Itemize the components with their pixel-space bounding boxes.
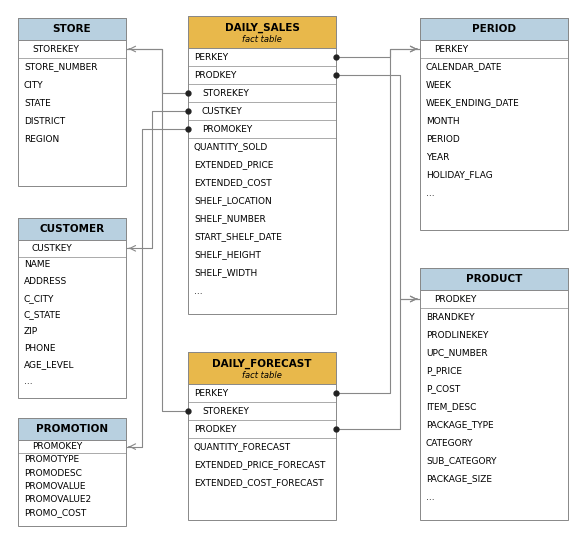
Text: STOREKEY: STOREKEY	[32, 45, 79, 53]
Bar	[420, 18, 568, 40]
Text: CUSTOMER: CUSTOMER	[40, 224, 105, 234]
Text: START_SHELF_DATE: START_SHELF_DATE	[194, 232, 282, 241]
Text: REGION: REGION	[24, 135, 59, 143]
Text: PROMOKEY: PROMOKEY	[202, 125, 252, 134]
Text: PHONE: PHONE	[24, 343, 55, 353]
Bar	[18, 218, 126, 240]
Text: EXTENDED_PRICE_FORECAST: EXTENDED_PRICE_FORECAST	[194, 460, 325, 469]
Text: P_PRICE: P_PRICE	[426, 367, 462, 376]
Text: NAME: NAME	[24, 260, 50, 270]
Bar	[188, 16, 336, 314]
Text: CUSTKEY: CUSTKEY	[202, 107, 243, 115]
Text: ...: ...	[426, 189, 434, 197]
Bar	[420, 268, 568, 290]
Text: AGE_LEVEL: AGE_LEVEL	[24, 360, 75, 369]
Text: PROMODESC: PROMODESC	[24, 468, 82, 478]
Text: UPC_NUMBER: UPC_NUMBER	[426, 349, 488, 357]
Text: P_COST: P_COST	[426, 384, 460, 393]
Bar	[18, 18, 126, 40]
Text: PERKEY: PERKEY	[194, 52, 228, 61]
Text: STORE_NUMBER: STORE_NUMBER	[24, 63, 98, 72]
Text: PROMOKEY: PROMOKEY	[32, 442, 82, 451]
Text: STOREKEY: STOREKEY	[202, 406, 249, 416]
Text: SHELF_WIDTH: SHELF_WIDTH	[194, 268, 257, 278]
Text: PROMOVALUE: PROMOVALUE	[24, 482, 85, 491]
Text: ...: ...	[194, 287, 203, 295]
Text: fact table: fact table	[242, 34, 282, 44]
Text: PROMO_COST: PROMO_COST	[24, 508, 86, 517]
Text: PROMOVALUE2: PROMOVALUE2	[24, 495, 91, 504]
Text: PROMOTYPE: PROMOTYPE	[24, 455, 79, 464]
Text: BRANDKEY: BRANDKEY	[426, 313, 475, 321]
Text: C_STATE: C_STATE	[24, 310, 61, 319]
Text: ITEM_DESC: ITEM_DESC	[426, 403, 477, 411]
Text: fact table: fact table	[242, 370, 282, 379]
Text: CUSTKEY: CUSTKEY	[32, 244, 73, 253]
Text: QUANTITY_SOLD: QUANTITY_SOLD	[194, 142, 268, 151]
Text: PACKAGE_SIZE: PACKAGE_SIZE	[426, 474, 492, 483]
Text: EXTENDED_COST_FORECAST: EXTENDED_COST_FORECAST	[194, 479, 324, 487]
Bar	[188, 352, 336, 520]
Text: HOLIDAY_FLAG: HOLIDAY_FLAG	[426, 170, 493, 179]
Text: WEEK: WEEK	[426, 80, 452, 89]
Text: PROMOTION: PROMOTION	[36, 424, 108, 434]
Text: STATE: STATE	[24, 99, 51, 107]
Text: STORE: STORE	[53, 24, 91, 34]
Text: CITY: CITY	[24, 80, 44, 89]
Text: SHELF_HEIGHT: SHELF_HEIGHT	[194, 251, 261, 259]
Bar	[420, 268, 568, 520]
Text: PERIOD: PERIOD	[472, 24, 516, 34]
Text: EXTENDED_COST: EXTENDED_COST	[194, 178, 272, 188]
Text: SHELF_NUMBER: SHELF_NUMBER	[194, 215, 266, 224]
Text: SUB_CATEGORY: SUB_CATEGORY	[426, 457, 496, 466]
Text: C_CITY: C_CITY	[24, 294, 54, 303]
Text: WEEK_ENDING_DATE: WEEK_ENDING_DATE	[426, 99, 520, 107]
Bar	[188, 352, 336, 384]
Text: PRODKEY: PRODKEY	[194, 71, 237, 79]
Text: CATEGORY: CATEGORY	[426, 439, 474, 447]
Text: ADDRESS: ADDRESS	[24, 277, 67, 286]
Text: PRODLINEKEY: PRODLINEKEY	[426, 330, 488, 340]
Text: DISTRICT: DISTRICT	[24, 116, 65, 126]
Text: PRODKEY: PRODKEY	[434, 294, 477, 303]
Text: PERKEY: PERKEY	[434, 45, 468, 53]
Text: QUANTITY_FORECAST: QUANTITY_FORECAST	[194, 443, 291, 452]
Text: PRODKEY: PRODKEY	[194, 425, 237, 433]
Bar	[420, 18, 568, 230]
Text: PERKEY: PERKEY	[194, 389, 228, 397]
Text: ...: ...	[24, 377, 33, 386]
Bar	[18, 418, 126, 440]
Text: PRODUCT: PRODUCT	[466, 274, 522, 284]
Text: EXTENDED_PRICE: EXTENDED_PRICE	[194, 161, 273, 169]
Text: DAILY_FORECAST: DAILY_FORECAST	[212, 359, 312, 369]
Text: SHELF_LOCATION: SHELF_LOCATION	[194, 197, 272, 205]
Text: YEAR: YEAR	[426, 153, 449, 162]
Text: PACKAGE_TYPE: PACKAGE_TYPE	[426, 420, 493, 430]
Bar	[18, 218, 126, 398]
Bar	[18, 418, 126, 526]
Text: PERIOD: PERIOD	[426, 135, 460, 143]
Text: ...: ...	[426, 493, 434, 501]
Bar	[18, 18, 126, 186]
Text: STOREKEY: STOREKEY	[202, 88, 249, 98]
Bar	[188, 16, 336, 48]
Text: DAILY_SALES: DAILY_SALES	[225, 23, 300, 33]
Text: MONTH: MONTH	[426, 116, 460, 126]
Text: ZIP: ZIP	[24, 327, 38, 336]
Text: CALENDAR_DATE: CALENDAR_DATE	[426, 63, 502, 72]
